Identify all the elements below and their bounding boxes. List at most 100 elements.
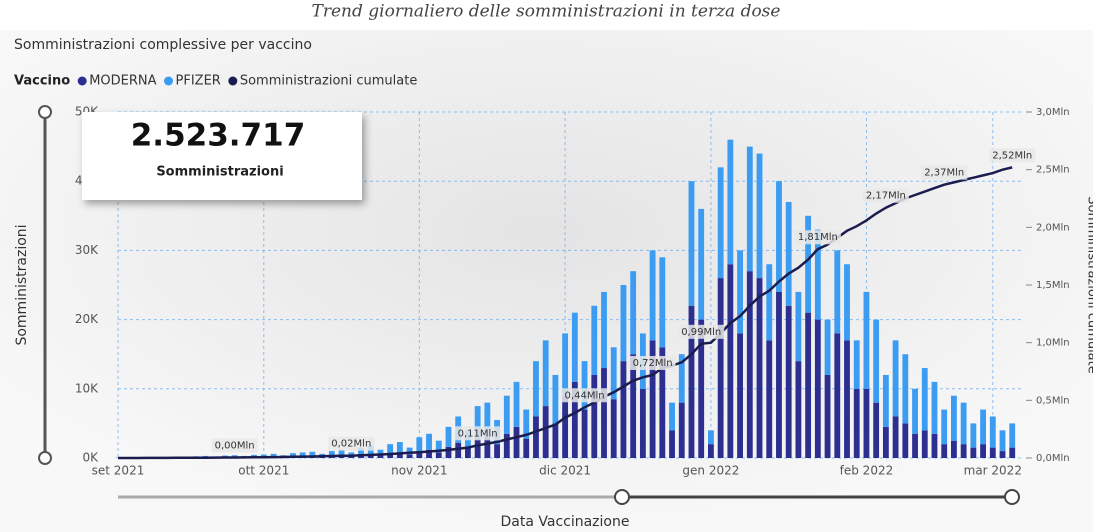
- data-label: 1,81Mln: [798, 232, 838, 243]
- bar: [717, 167, 724, 279]
- bar: [620, 361, 627, 458]
- legend-label: MODERNA: [89, 74, 156, 89]
- bar: [406, 447, 413, 455]
- chart-title: Somministrazioni complessive per vaccino: [14, 37, 312, 53]
- bar: [785, 305, 792, 458]
- bar: [601, 291, 607, 369]
- bar: [999, 451, 1006, 458]
- bar: [814, 319, 821, 458]
- bar: [328, 451, 335, 456]
- bar: [989, 416, 996, 448]
- bar: [1009, 423, 1016, 448]
- bar: [309, 451, 316, 456]
- bar: [581, 409, 588, 458]
- bar: [377, 449, 384, 456]
- bar: [387, 444, 394, 454]
- data-label-bg: [561, 388, 608, 403]
- bar: [678, 354, 685, 403]
- bar: [552, 423, 559, 458]
- bar: [338, 449, 345, 456]
- legend-label: PFIZER: [176, 74, 221, 89]
- bar: [610, 399, 617, 458]
- data-label: 0,44Mln: [565, 390, 605, 401]
- y2-tick-label: 0,5Mln: [1036, 395, 1070, 406]
- bar: [766, 264, 773, 341]
- bar: [581, 361, 588, 410]
- bar: [951, 440, 957, 458]
- slider-handle[interactable]: [38, 451, 52, 465]
- slider-handle[interactable]: [1004, 489, 1020, 505]
- bar: [270, 453, 277, 457]
- bar: [358, 447, 364, 455]
- bar: [445, 426, 452, 447]
- bar: [571, 381, 578, 458]
- x-tick-label: mar 2022: [964, 464, 1022, 478]
- x-tick-label: nov 2021: [391, 464, 447, 478]
- bar: [601, 368, 607, 458]
- data-label-bg: [989, 148, 1036, 163]
- bar: [299, 452, 306, 457]
- bar: [445, 446, 452, 458]
- data-label-bg: [454, 426, 501, 441]
- cumulative-line: [118, 166, 1013, 460]
- x-tick-label: gen 2022: [682, 464, 739, 478]
- bar: [853, 388, 860, 458]
- data-label-bg: [794, 230, 841, 245]
- plot-area: 0K10K20K30K40K50K0,0Mln0,5Mln1,0Mln1,5Ml…: [75, 105, 1070, 478]
- bar: [834, 333, 841, 458]
- bar: [970, 447, 977, 458]
- bar: [533, 416, 539, 458]
- kpi-value: 2.523.717: [131, 118, 306, 154]
- bar: [785, 201, 792, 306]
- bar: [912, 388, 918, 434]
- legend-label: Somministrazioni cumulate: [240, 74, 418, 89]
- x-axis-title: Data Vaccinazione: [501, 514, 630, 530]
- y2-tick-label: 1,5Mln: [1036, 280, 1070, 291]
- y-tick-label: 20K: [75, 312, 99, 326]
- bar: [717, 278, 724, 458]
- slider-handle[interactable]: [614, 489, 630, 505]
- bar: [542, 406, 549, 458]
- bar: [980, 444, 986, 458]
- y-axis-title: Somministrazioni: [14, 224, 30, 345]
- bar: [542, 340, 549, 407]
- data-label-bg: [921, 165, 968, 180]
- bar: [533, 361, 539, 417]
- bar: [727, 264, 734, 458]
- bar: [989, 447, 996, 458]
- bar: [523, 409, 530, 439]
- bar: [902, 423, 909, 458]
- x-tick-label: ott 2021: [238, 464, 289, 478]
- y-tick-label: 0K: [82, 451, 99, 465]
- bar: [1009, 447, 1016, 458]
- bar: [387, 453, 394, 458]
- bar: [941, 444, 948, 458]
- bar: [426, 433, 432, 450]
- x-tick-label: dic 2021: [539, 464, 591, 478]
- bar: [620, 285, 627, 362]
- y-tick-label: 30K: [75, 243, 99, 257]
- bar: [426, 449, 432, 458]
- bar: [465, 447, 471, 458]
- bar: [766, 340, 773, 458]
- bar: [494, 444, 500, 458]
- bar: [814, 229, 821, 320]
- y2-tick-label: 0,0Mln: [1036, 453, 1070, 464]
- kpi-card: 2.523.717 Somministrazioni: [82, 112, 362, 200]
- bar: [727, 139, 734, 265]
- bar: [999, 430, 1006, 452]
- slider-handle[interactable]: [38, 105, 52, 119]
- bar: [610, 347, 617, 400]
- bar: [231, 455, 238, 458]
- bar: [669, 430, 675, 458]
- bar: [396, 442, 403, 453]
- bar: [737, 333, 743, 458]
- bar: [630, 354, 637, 458]
- y2-tick-label: 1,0Mln: [1036, 338, 1070, 349]
- bar: [688, 305, 695, 458]
- bar: [698, 208, 705, 320]
- bar: [951, 395, 957, 441]
- bar: [348, 456, 355, 458]
- bar: [416, 451, 423, 458]
